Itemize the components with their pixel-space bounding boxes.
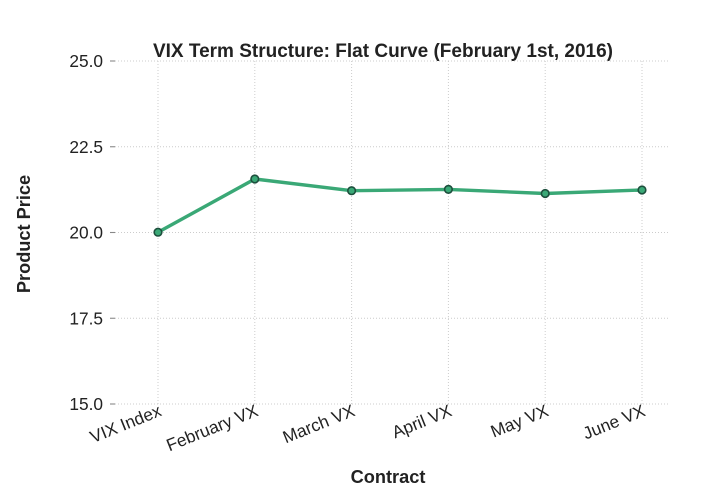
svg-text:22.5: 22.5 [69, 137, 103, 157]
svg-text:June VX: June VX [580, 400, 649, 443]
svg-text:VIX Term Structure: Flat Curve: VIX Term Structure: Flat Curve (February… [153, 41, 613, 62]
svg-text:Contract: Contract [351, 467, 426, 487]
svg-text:Product Price: Product Price [14, 175, 34, 293]
svg-text:April VX: April VX [389, 400, 455, 442]
svg-text:February VX: February VX [163, 400, 261, 455]
svg-text:17.5: 17.5 [69, 308, 103, 328]
svg-text:May VX: May VX [488, 400, 552, 441]
svg-text:15.0: 15.0 [69, 394, 103, 414]
svg-text:20.0: 20.0 [69, 223, 103, 243]
svg-text:25.0: 25.0 [69, 51, 103, 71]
svg-text:March VX: March VX [280, 400, 358, 447]
